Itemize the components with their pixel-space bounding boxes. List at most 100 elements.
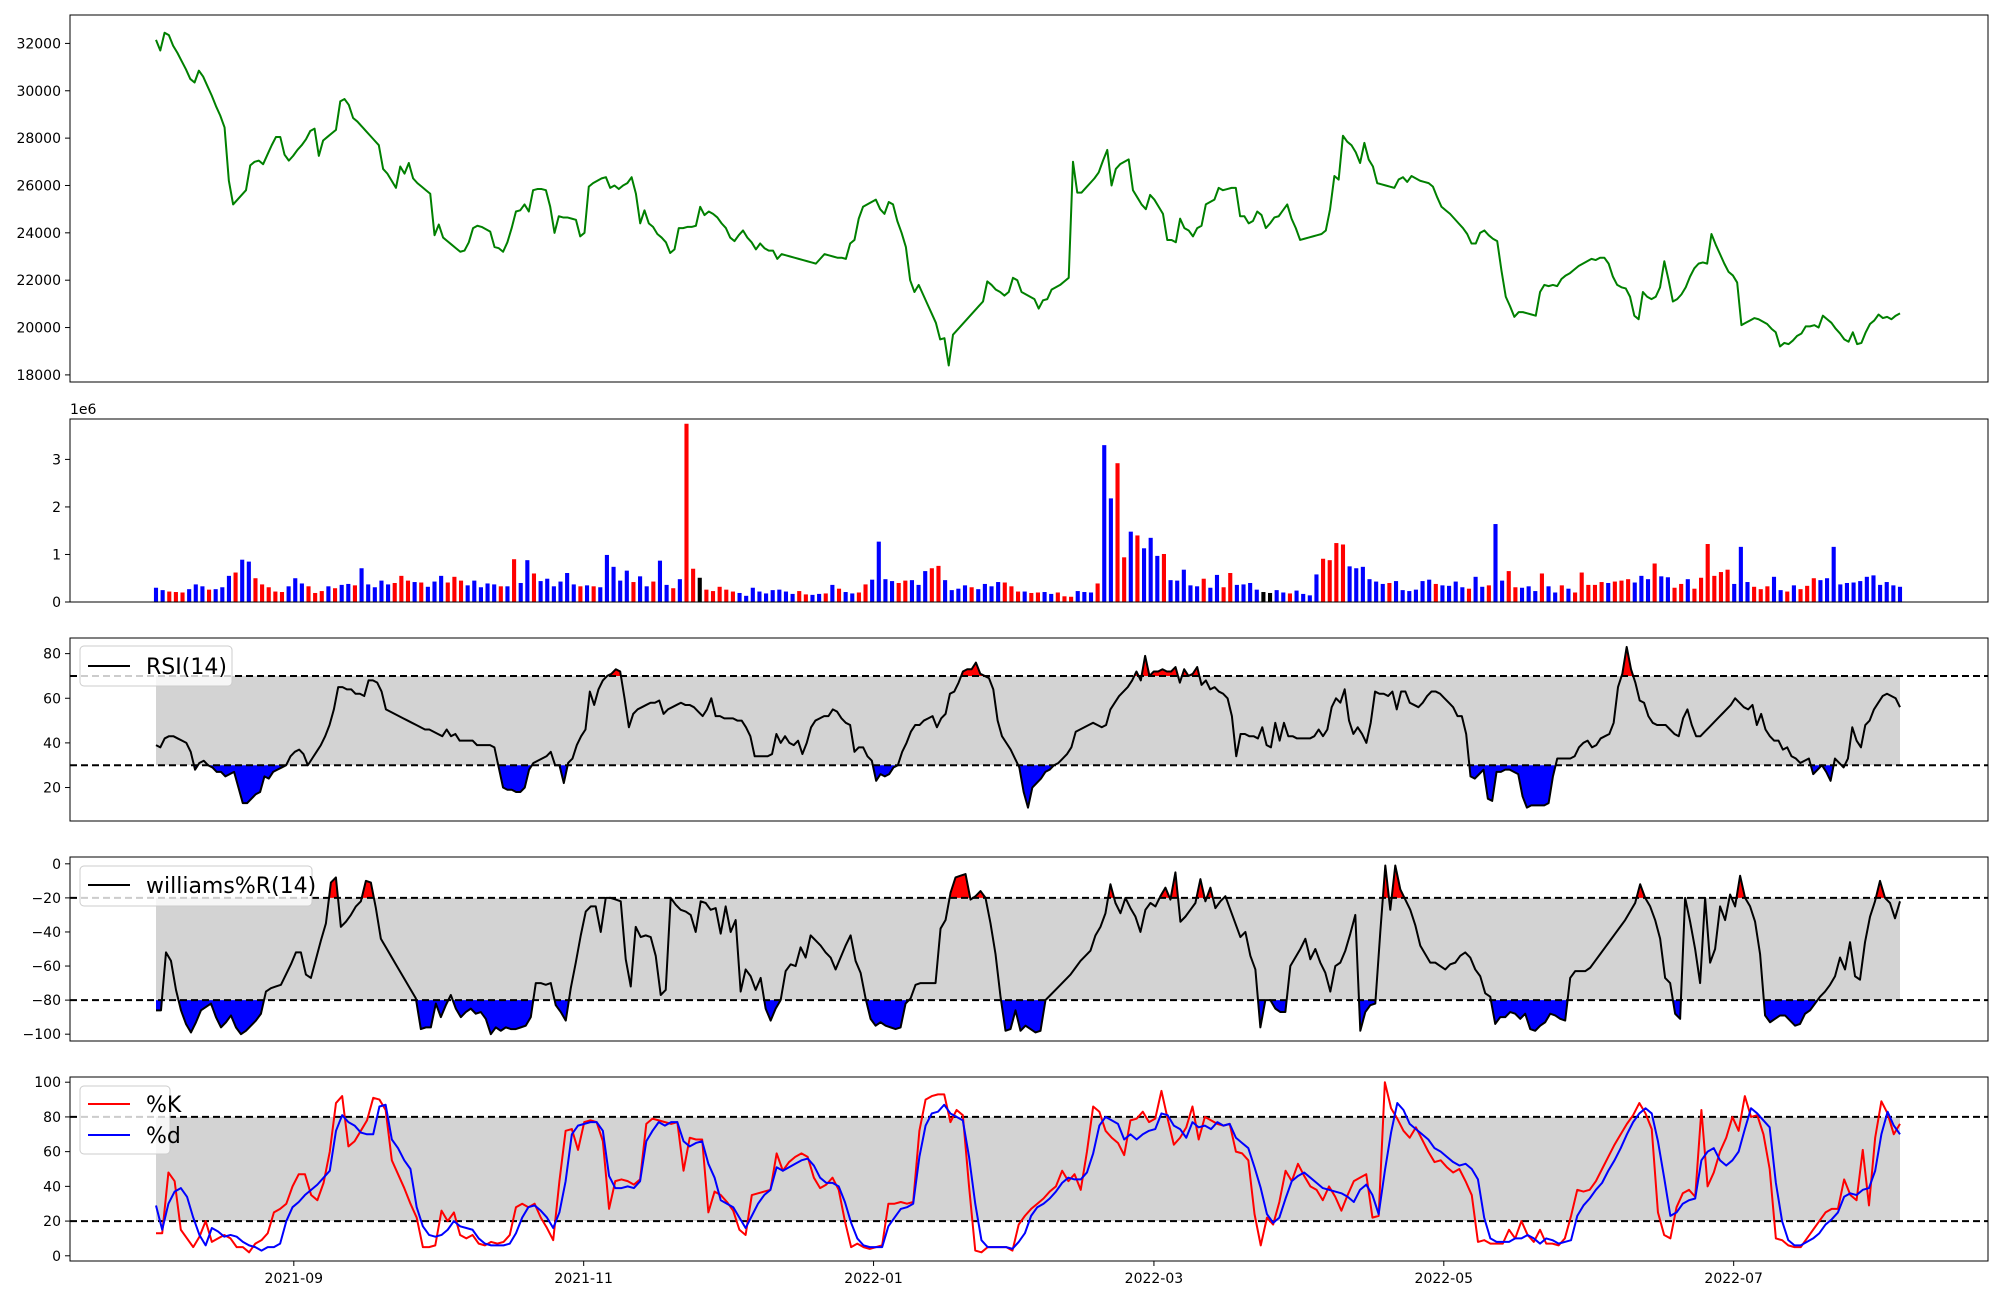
williams-ytick-label: −100 [23,1027,61,1043]
volume-bar [1539,573,1544,602]
volume-offset-label: 1e6 [70,402,97,418]
volume-bar [1354,568,1359,602]
d-legend-label: %d [146,1124,181,1149]
rsi-panel: 20 40 60 80 RSI(14) [43,637,1989,822]
volume-bar [856,592,861,602]
volume-bar [492,584,497,602]
volume-bar [306,586,311,602]
volume-bar [531,573,537,602]
volume-bar [724,589,729,602]
volume-bar [883,579,888,602]
volume-bar [830,584,835,602]
volume-bar [618,580,623,602]
volume-bar [989,586,994,602]
williams-ytick-label: −20 [31,891,61,907]
volume-bar [525,560,530,602]
volume-bar [1115,463,1120,602]
x-tick-label: 2022-03 [1125,1271,1184,1287]
volume-bar [677,579,682,602]
williams-legend-label: williams%R(14) [146,874,316,899]
volume-bar [1480,586,1485,602]
volume-bar [1214,574,1220,602]
volume-bar [1002,582,1007,602]
volume-bar [604,554,609,602]
volume-bar [1665,577,1670,602]
volume-bar [1254,589,1259,602]
volume-bar [750,587,755,602]
volume-bar [512,559,517,602]
volume-bar [352,585,357,602]
volume-bar [226,575,231,602]
volume-bar [1566,588,1571,602]
volume-bar [1699,577,1704,602]
price-ytick-label: 32000 [16,36,61,52]
price-ytick-label: 30000 [16,84,61,100]
volume-plot [153,423,1903,602]
volume-bar [611,566,616,602]
volume-bar [1573,592,1578,602]
volume-bar [1261,592,1266,602]
volume-bar [982,583,987,602]
williams-oversold-fill [554,1000,569,1021]
volume-bar [710,591,716,602]
volume-bar [790,593,795,602]
volume-bar [803,594,808,602]
volume-bar [253,578,258,602]
volume-bar [1161,553,1166,602]
williams-panel: 0 −20 −40 −60 −80 −100 williams%R(14) [23,856,1989,1043]
volume-bar [1234,584,1239,602]
williams-ytick-label: −80 [31,993,61,1009]
stochastic-y-axis: 0 20 40 60 80 100 [34,1075,70,1265]
volume-frame [69,418,1989,603]
williams-oversold-fill [1672,1000,1681,1019]
volume-bar [1897,586,1903,602]
volume-bar [651,581,656,602]
volume-bar [458,580,464,602]
volume-bar [1088,592,1094,602]
rsi-frame [69,637,1989,822]
stochastic-ytick-label: 80 [43,1110,61,1126]
volume-bar [783,591,789,602]
stochastic-series-line [155,1102,1901,1252]
volume-bar [1466,588,1472,602]
stochastic-ytick-label: 0 [52,1249,61,1265]
volume-bar [1685,579,1690,602]
volume-bar [996,582,1001,602]
volume-bar [697,577,702,602]
volume-bar [545,578,550,602]
williams-oversold-fill [1001,1000,1046,1033]
volume-bar [299,583,304,602]
volume-bar [1135,535,1140,602]
volume-bar [1440,585,1445,602]
volume-bar [1334,543,1339,602]
volume-bar [644,586,649,602]
williams-plot [70,864,1988,1036]
stochastic-band [156,1116,1900,1222]
price-ytick-label: 28000 [16,131,61,147]
volume-bar [916,584,921,602]
volume-bar [1360,566,1365,602]
volume-bar [1374,581,1379,602]
volume-bar [346,583,351,602]
volume-bar [684,423,689,602]
volume-bar [1712,575,1717,602]
x-tick-label: 2022-07 [1704,1271,1763,1287]
volume-bar [1891,585,1896,602]
volume-bar [1347,566,1352,602]
volume-bar [1705,544,1710,602]
price-y-axis: 18000 20000 22000 24000 26000 28000 30000 32000 [16,36,70,384]
williams-legend-box [79,865,313,907]
volume-bar [246,561,251,602]
volume-bar [777,589,782,602]
rsi-ytick-label: 20 [43,781,61,797]
volume-bar [260,584,265,602]
volume-bar [1506,571,1511,602]
volume-bar [591,586,596,602]
volume-bar [1082,592,1087,602]
volume-bar [1281,592,1286,602]
volume-bar [1559,585,1564,602]
volume-bar [943,580,948,602]
rsi-oversold-fill [498,765,532,792]
rsi-oversold-fill [1469,765,1556,808]
stochastic-frame [69,1076,1989,1262]
